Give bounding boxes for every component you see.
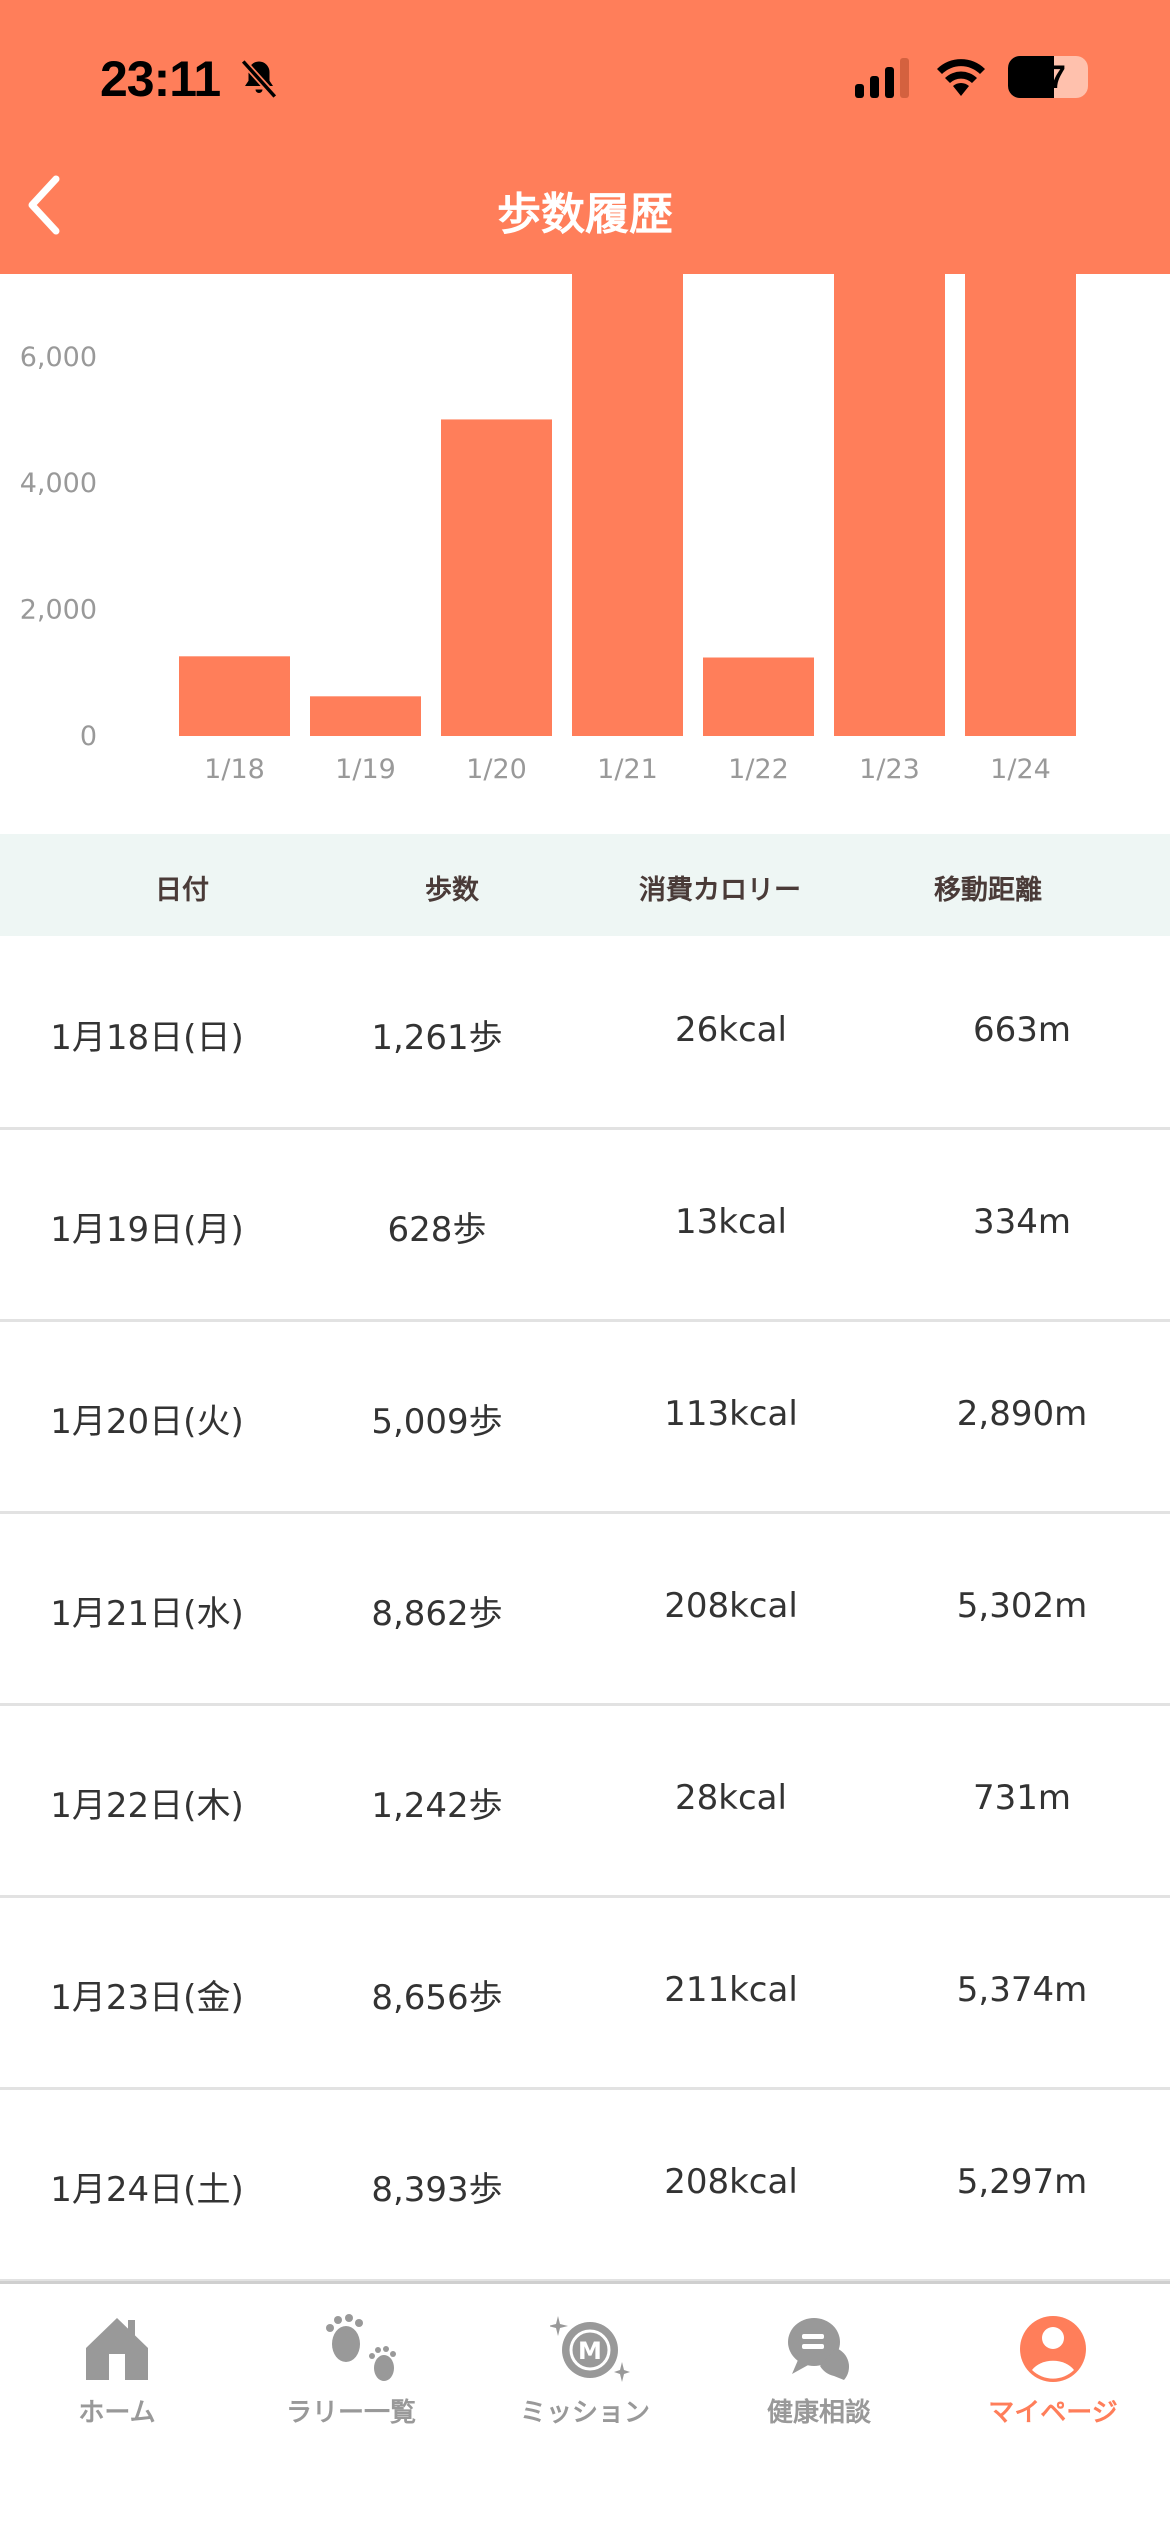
cell-calories: 113kcal [664, 1394, 798, 1434]
cell-date: 1月24日(土) [50, 2170, 244, 2210]
status-time: 23:11 [100, 51, 221, 107]
home-icon [86, 2318, 148, 2380]
cell-calories: 28kcal [675, 1778, 787, 1818]
cell-date: 1月20日(火) [50, 1402, 244, 1442]
x-tick-label: 1/19 [335, 754, 396, 785]
cell-distance: 5,302m [956, 1586, 1088, 1626]
x-tick-label: 1/21 [597, 754, 658, 785]
x-tick-label: 1/22 [728, 754, 789, 785]
cell-date: 1月21日(水) [50, 1594, 244, 1634]
cell-distance: 334m [972, 1202, 1072, 1242]
steps-bar-chart: 0 2,000 4,000 6,000 1/18 1/19 1/20 1/21 1/22 1/23… [20, 175, 1076, 785]
table-row: 1月21日(水) 8,862歩 208kcal 5,302m [0, 1514, 1170, 1706]
battery-indicator: 57 [1008, 56, 1088, 98]
cell-steps: 8,862歩 [371, 1594, 503, 1634]
page-title: 歩数履歴 [497, 189, 673, 240]
bar-1/20 [441, 419, 552, 736]
wifi-icon [937, 59, 985, 96]
cell-distance: 731m [972, 1778, 1072, 1818]
cell-steps: 628歩 [387, 1210, 487, 1250]
cell-steps: 1,261歩 [371, 1018, 503, 1058]
y-tick-label: 4,000 [20, 468, 97, 499]
bar-1/24 [965, 205, 1076, 737]
bell-slash-icon [240, 59, 278, 99]
nav-mission[interactable]: M ミッション [468, 2284, 702, 2464]
header-calories: 消費カロリー [639, 875, 801, 906]
nav-label: ラリー一覧 [285, 2398, 416, 2428]
cell-steps: 8,656歩 [371, 1978, 503, 2018]
cell-calories: 13kcal [675, 1202, 787, 1242]
y-tick-label: 2,000 [20, 595, 97, 626]
x-tick-label: 1/23 [859, 754, 920, 785]
table-row: 1月19日(月) 628歩 13kcal 334m [0, 1130, 1170, 1322]
chevron-left-icon[interactable] [22, 175, 66, 235]
paw-prints-icon [326, 2314, 396, 2381]
table-row: 1月24日(土) 8,393歩 208kcal 5,297m [0, 2090, 1170, 2282]
table-row: 1月22日(木) 1,242歩 28kcal 731m [0, 1706, 1170, 1898]
cell-distance: 663m [972, 1010, 1072, 1050]
table-row: 1月20日(火) 5,009歩 113kcal 2,890m [0, 1322, 1170, 1514]
cell-distance: 5,297m [956, 2162, 1088, 2202]
nav-label: ミッション [519, 2398, 650, 2428]
y-tick-label: 6,000 [20, 342, 97, 373]
mission-m-icon: M [550, 2316, 630, 2382]
x-tick-label: 1/18 [204, 754, 265, 785]
bottom-nav: ホーム ラリー一覧 M ミッション 健康相談 マイページ [0, 2281, 1170, 2532]
cell-calories: 26kcal [675, 1010, 787, 1050]
cell-calories: 208kcal [664, 1586, 798, 1626]
cell-distance: 5,374m [956, 1970, 1088, 2010]
table-header: 日付 歩数 消費カロリー 移動距離 [0, 834, 1170, 936]
chat-bubbles-icon [788, 2318, 850, 2380]
cell-date: 1月23日(金) [50, 1978, 244, 2018]
nav-health-consult[interactable]: 健康相談 [702, 2284, 936, 2464]
x-tick-label: 1/20 [466, 754, 527, 785]
cell-date: 1月18日(日) [50, 1018, 244, 1058]
battery-level: 57 [1030, 59, 1066, 95]
header-date: 日付 [155, 875, 209, 906]
cellular-signal-icon [855, 58, 909, 98]
cell-calories: 208kcal [664, 2162, 798, 2202]
svg-text:M: M [578, 2337, 602, 2365]
nav-label: ホーム [78, 2398, 156, 2428]
bar-1/18 [179, 656, 290, 736]
table-row: 1月18日(日) 1,261歩 26kcal 663m [0, 938, 1170, 1130]
y-tick-label: 0 [80, 721, 97, 752]
user-icon [1020, 2316, 1086, 2382]
header-steps: 歩数 [425, 875, 479, 906]
cell-date: 1月22日(木) [50, 1786, 244, 1826]
cell-steps: 5,009歩 [371, 1402, 503, 1442]
nav-label: マイページ [988, 2398, 1118, 2428]
bar-1/22 [703, 657, 814, 736]
bar-1/23 [834, 188, 945, 736]
app-header: 23:11 57 歩数履歴 [0, 0, 1170, 274]
bar-1/19 [310, 696, 421, 736]
cell-calories: 211kcal [664, 1970, 798, 2010]
x-tick-label: 1/24 [990, 754, 1051, 785]
cell-date: 1月19日(月) [50, 1210, 244, 1250]
cell-steps: 8,393歩 [371, 2170, 503, 2210]
nav-mypage[interactable]: マイページ [936, 2284, 1170, 2464]
nav-home[interactable]: ホーム [0, 2284, 234, 2464]
header-distance: 移動距離 [934, 875, 1042, 906]
cell-steps: 1,242歩 [371, 1786, 503, 1826]
nav-rally-list[interactable]: ラリー一覧 [234, 2284, 468, 2464]
table-row: 1月23日(金) 8,656歩 211kcal 5,374m [0, 1898, 1170, 2090]
nav-label: 健康相談 [766, 2398, 871, 2428]
cell-distance: 2,890m [956, 1394, 1088, 1434]
